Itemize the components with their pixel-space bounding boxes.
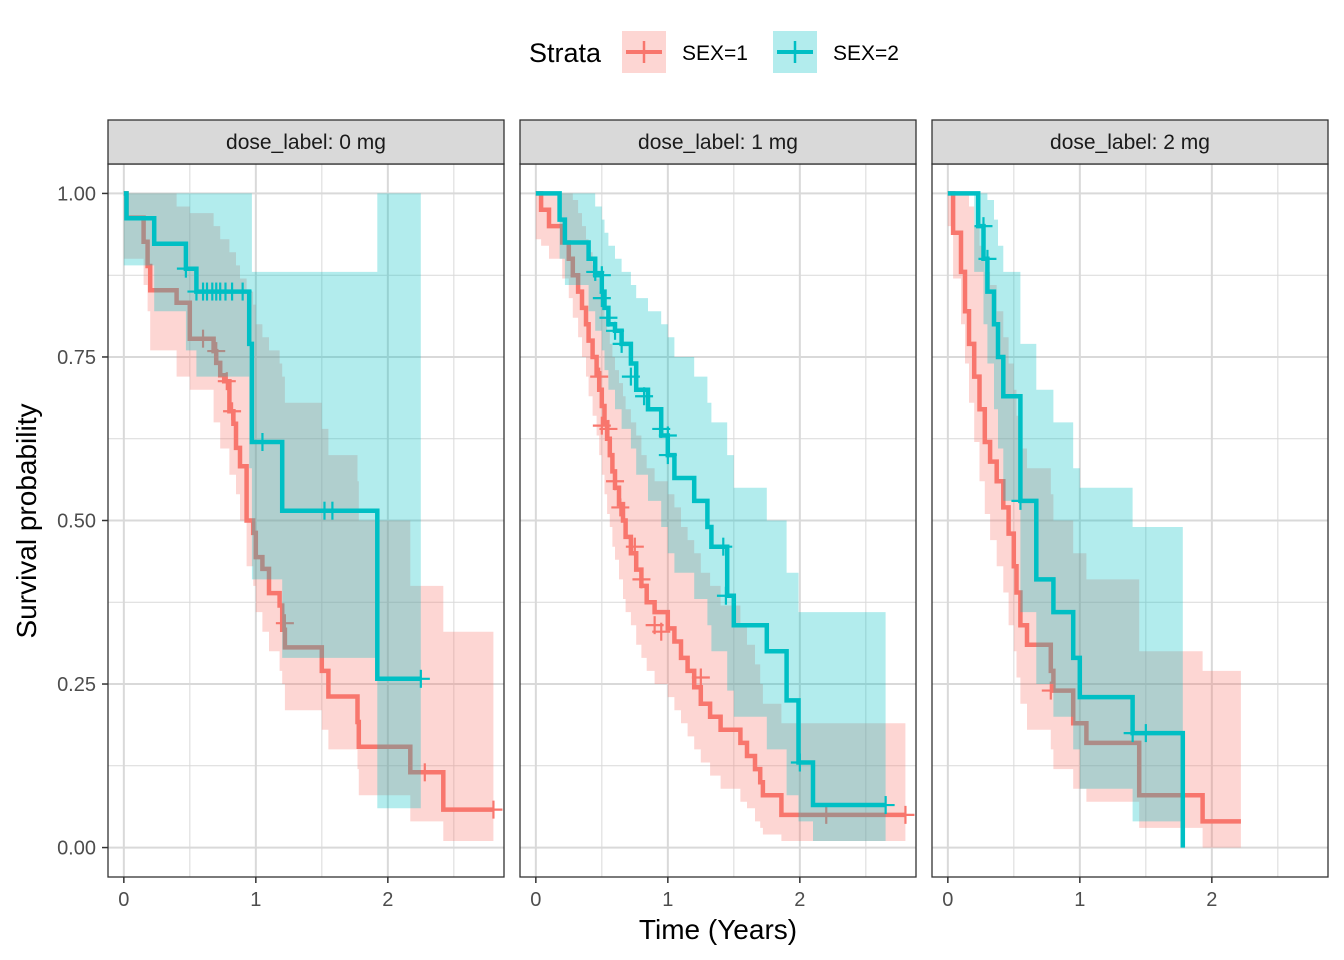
panel-plot-area (123, 191, 503, 841)
censor-mark-sex1 (590, 367, 609, 386)
censor-mark-sex2 (1011, 491, 1030, 510)
censor-mark-sex2 (974, 217, 993, 236)
censor-mark-sex2 (323, 501, 342, 520)
ci-band-sex2 (535, 193, 886, 841)
censor-mark-sex1 (223, 402, 242, 421)
censor-mark-sex1 (599, 419, 618, 438)
censor-mark-sex2 (1136, 724, 1155, 743)
y-tick-label: 1.00 (57, 183, 96, 205)
x-tick-label: 2 (794, 889, 805, 911)
x-axes: 0 1 2 0 1 2 0 1 2 (118, 877, 1217, 911)
censor-mark-sex1 (896, 805, 915, 824)
censor-mark-sex1 (194, 329, 213, 348)
censor-mark-sex2 (411, 669, 430, 688)
facet-strip-label: dose_label: 2 mg (1050, 131, 1210, 154)
censor-mark-sex1 (817, 805, 836, 824)
censor-mark-sex2 (714, 537, 733, 556)
censor-mark-sex1 (652, 622, 671, 641)
censor-mark-sex1 (1041, 681, 1060, 700)
panel-1: dose_label: 1 mg (519, 119, 917, 878)
censor-mark-sex2 (635, 387, 654, 406)
censor-mark-sex1 (484, 800, 503, 819)
censor-mark-sex2 (606, 321, 625, 340)
y-axis: 0.00 0.25 0.50 0.75 1.00 (57, 183, 108, 860)
facet-panels: dose_label: 0 mg dose_label: 1 mg dose_lab… (107, 119, 1329, 878)
facet-strip-label: dose_label: 1 mg (638, 131, 798, 154)
x-tick-label: 2 (1206, 889, 1217, 911)
panel-plot-area (947, 191, 1241, 848)
censor-mark-sex1 (275, 614, 294, 633)
facet-strip (107, 119, 505, 165)
legend: Strata SEX=1 SEX=2 (529, 31, 899, 73)
legend-title: Strata (529, 38, 602, 68)
x-tick-label: 0 (942, 889, 953, 911)
censor-mark-sex2 (658, 426, 677, 445)
x-tick-label: 1 (250, 889, 261, 911)
survival-curve-sex1 (123, 191, 494, 812)
censor-mark-sex1 (217, 372, 236, 391)
censor-mark-sex2 (876, 796, 895, 815)
x-tick-label: 1 (662, 889, 673, 911)
censor-mark-sex1 (207, 342, 226, 361)
censor-mark-sex2 (233, 282, 252, 301)
x-tick-label: 0 (118, 889, 129, 911)
x-tick-label: 0 (530, 889, 541, 911)
facet-strip (519, 119, 917, 165)
censor-mark-sex2 (592, 266, 611, 285)
censor-mark-sex2 (658, 446, 677, 465)
censor-mark-sex2 (612, 334, 631, 353)
ci-band-sex2 (947, 193, 1183, 822)
censor-mark-sex2 (790, 753, 809, 772)
censor-mark-sex2 (716, 586, 735, 605)
y-tick-label: 0.00 (57, 838, 96, 860)
survival-curve-sex1 (947, 191, 1241, 824)
censor-mark-sex1 (691, 668, 710, 687)
censor-mark-sex2 (592, 289, 611, 308)
x-tick-label: 2 (382, 889, 393, 911)
y-tick-label: 0.25 (57, 674, 96, 696)
facet-strip (931, 119, 1329, 165)
ci-band-sex2 (123, 193, 421, 809)
x-axis-title: Time (Years) (639, 914, 797, 945)
censor-mark-sex2 (621, 367, 640, 386)
censor-mark-sex1 (632, 570, 651, 589)
survival-curve-sex1 (535, 191, 906, 818)
panel-plot-area (535, 191, 915, 841)
ci-band-sex1 (947, 193, 1241, 848)
y-axis-title: Survival probability (11, 404, 42, 639)
censor-mark-sex1 (415, 763, 434, 782)
censor-mark-sex1 (625, 537, 644, 556)
y-tick-label: 0.50 (57, 511, 96, 533)
legend-label-sex2: SEX=2 (833, 42, 899, 65)
facet-strip-label: dose_label: 0 mg (226, 131, 386, 154)
censor-mark-sex1 (606, 472, 625, 491)
censor-mark-sex2 (599, 308, 618, 327)
censor-mark-sex2 (253, 433, 272, 452)
censor-mark-sex2 (978, 249, 997, 268)
censor-mark-sex2 (176, 259, 195, 278)
censor-mark-sex1 (611, 498, 630, 517)
panel-2: dose_label: 2 mg (931, 119, 1329, 878)
panel-0: dose_label: 0 mg (107, 119, 505, 878)
y-tick-label: 0.75 (57, 347, 96, 369)
legend-label-sex1: SEX=1 (682, 42, 748, 65)
x-tick-label: 1 (1074, 889, 1085, 911)
